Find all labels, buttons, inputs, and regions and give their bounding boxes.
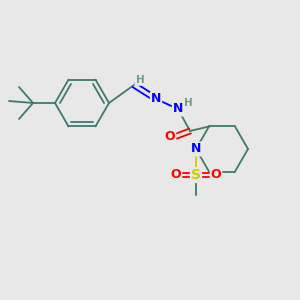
Text: S: S [191,168,201,182]
Text: H: H [136,75,144,85]
Text: O: O [171,169,181,182]
Text: N: N [191,142,201,155]
Text: O: O [165,130,175,143]
Text: H: H [184,98,192,108]
Text: N: N [173,103,183,116]
Text: O: O [211,169,221,182]
Text: N: N [151,92,161,106]
